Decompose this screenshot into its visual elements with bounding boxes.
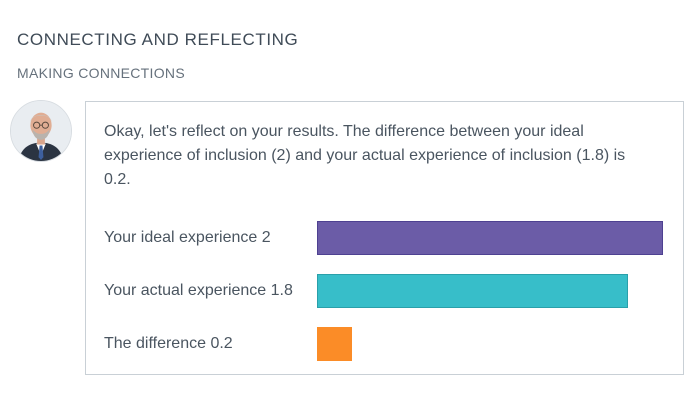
bar-label-difference: The difference 0.2 (104, 335, 233, 352)
avatar (10, 100, 72, 162)
bar-row-difference: The difference 0.2 (86, 327, 683, 361)
bar-label-ideal: Your ideal experience 2 (104, 229, 271, 246)
section-subtitle: MAKING CONNECTIONS (17, 65, 185, 81)
section-title: CONNECTING AND REFLECTING (17, 30, 299, 49)
bar-label-actual: Your actual experience 1.8 (104, 282, 293, 299)
reflection-card: Okay, let's reflect on your results. The… (85, 101, 684, 375)
bar-ideal (317, 221, 663, 255)
bar-row-actual: Your actual experience 1.8 (86, 274, 683, 308)
presenter-portrait-icon (11, 101, 71, 161)
reflection-message: Okay, let's reflect on your results. The… (104, 123, 626, 188)
bar-difference (317, 327, 352, 361)
bar-actual (317, 274, 628, 308)
bar-row-ideal: Your ideal experience 2 (86, 221, 683, 255)
